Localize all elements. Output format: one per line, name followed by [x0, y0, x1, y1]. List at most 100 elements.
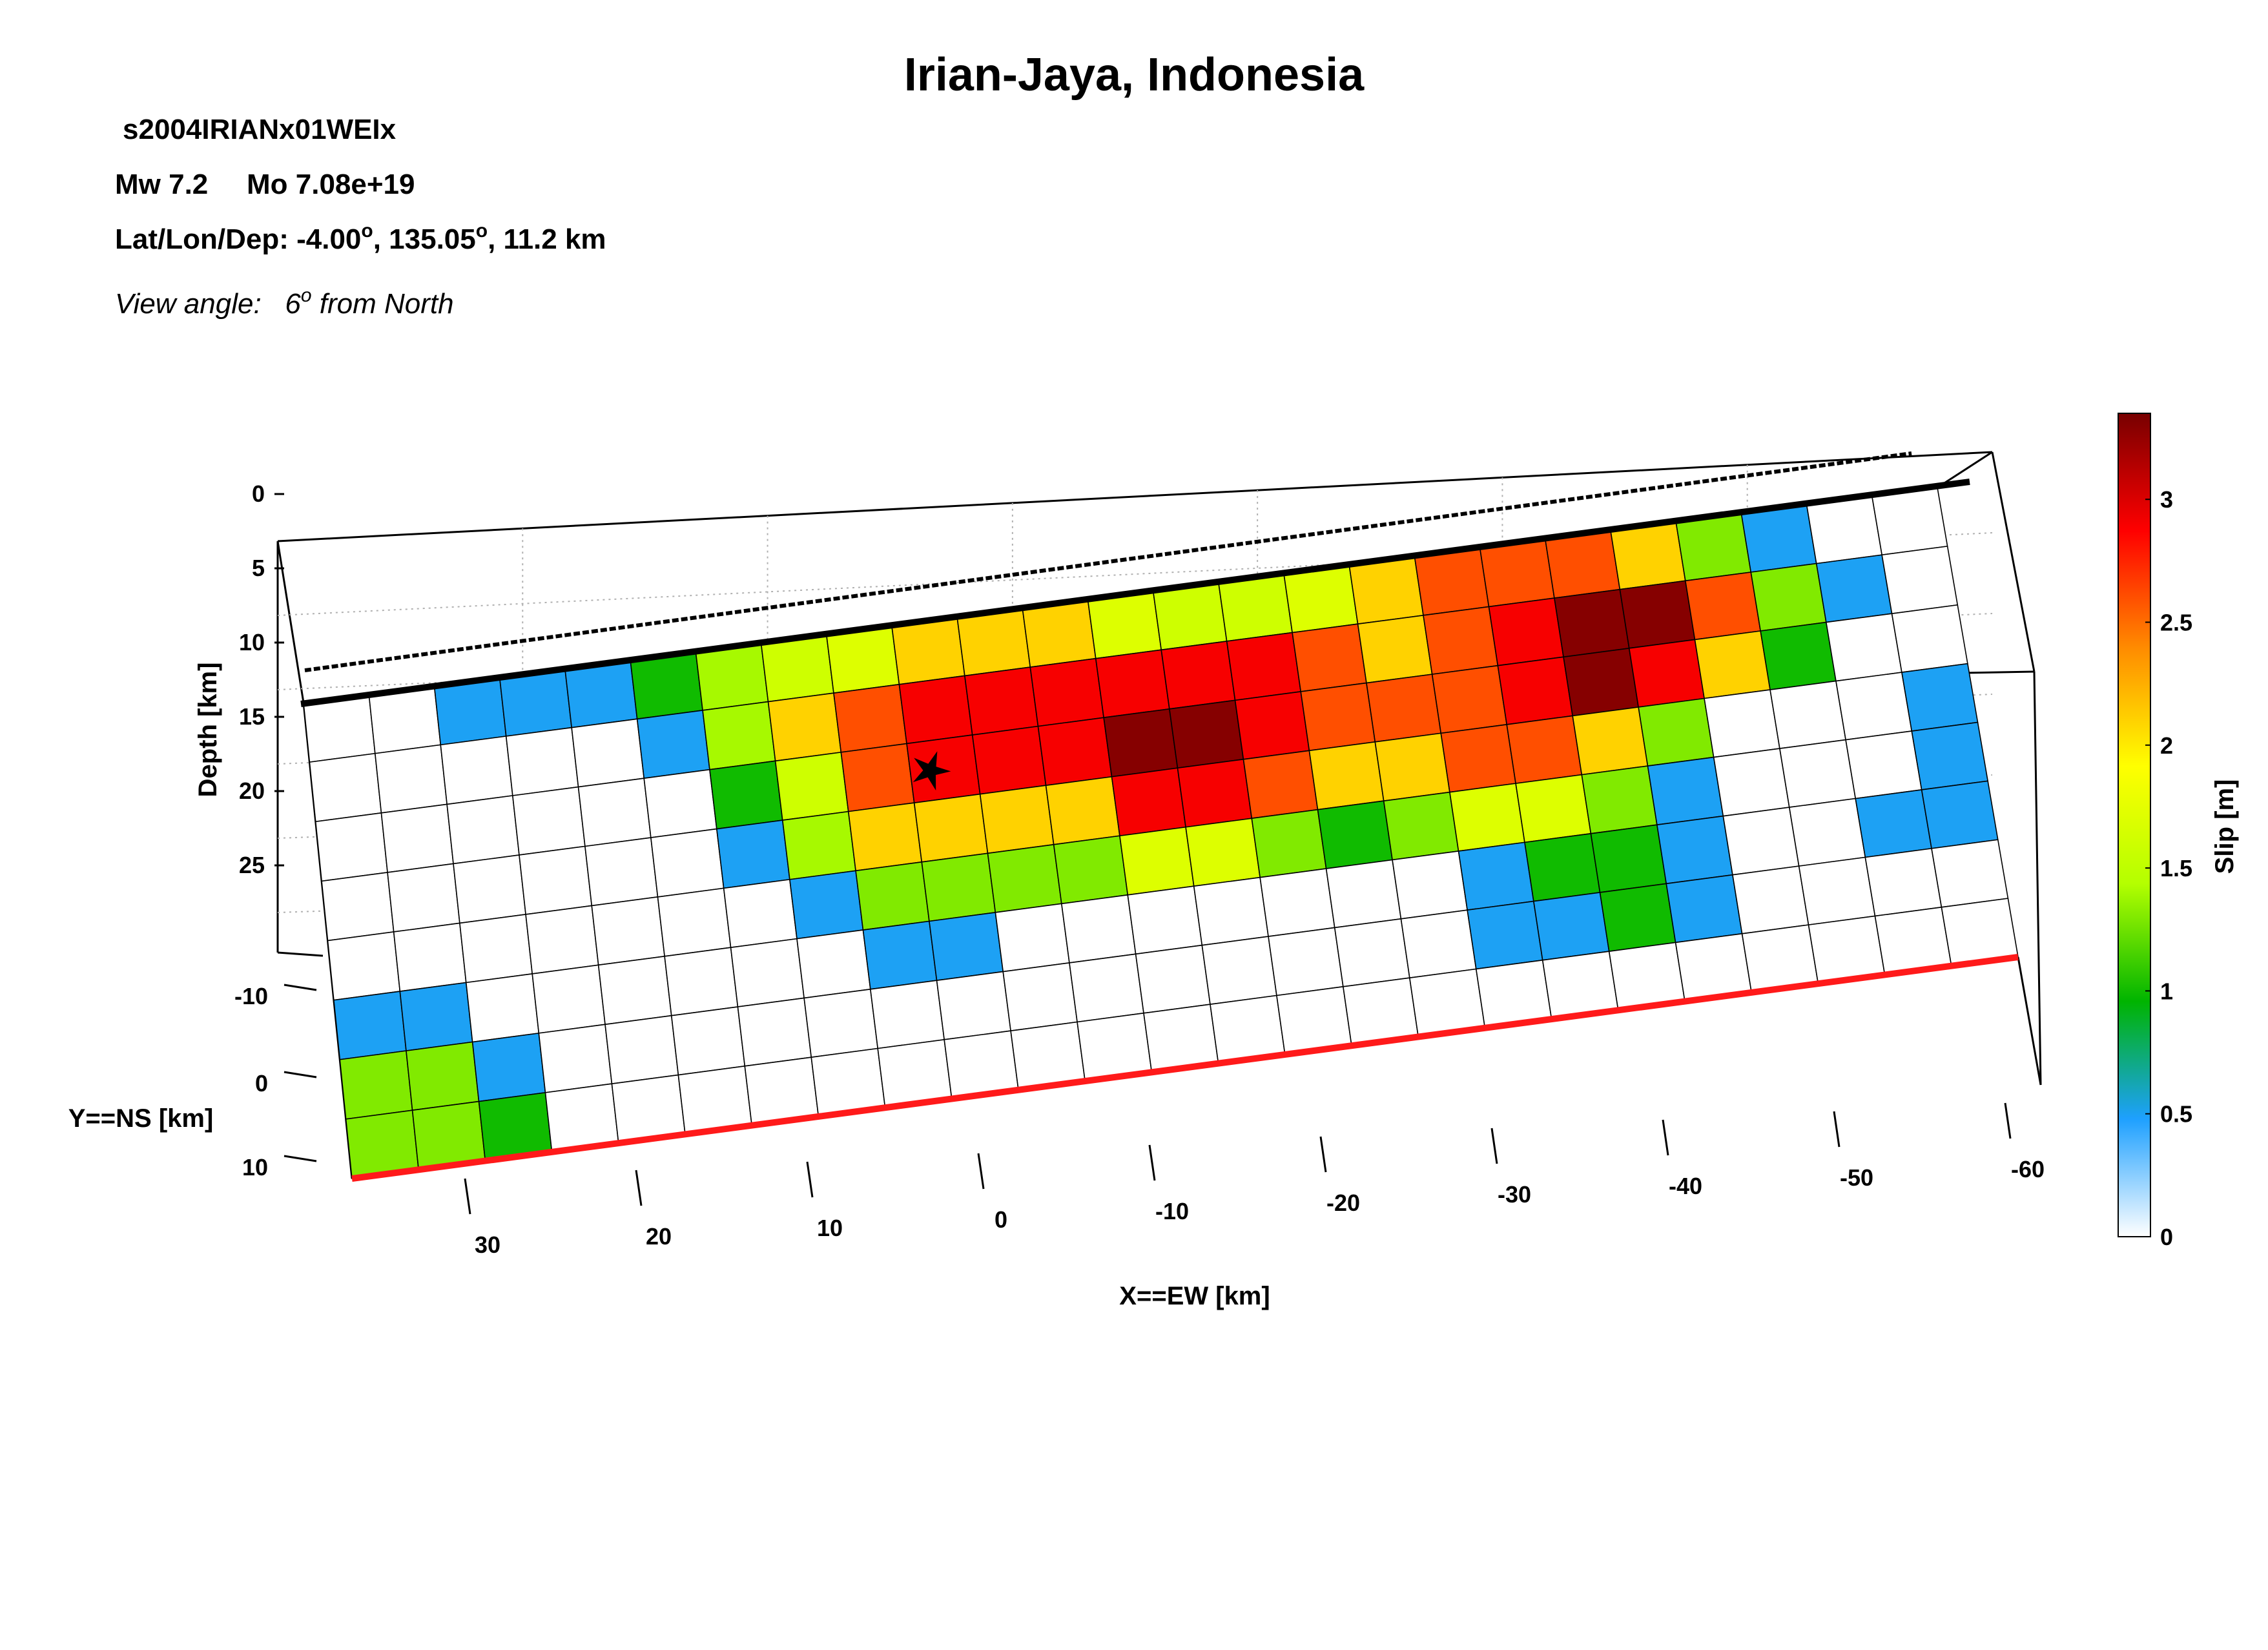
slip-cell: [767, 692, 842, 762]
slip-cell: [1788, 798, 1866, 867]
ew-tick-label: 10: [817, 1215, 843, 1241]
ew-tick: [464, 1178, 471, 1215]
slip-cell: [1201, 936, 1277, 1005]
view-angle-value: 6: [285, 288, 301, 320]
colorbar-tick-label: 0.5: [2160, 1101, 2192, 1128]
slip-cell: [650, 828, 725, 898]
slip-cell: [1610, 521, 1686, 590]
slip-cell: [1002, 962, 1078, 1032]
slip-cell: [1160, 641, 1236, 710]
chart-title: Irian-Jaya, Indonesia: [904, 49, 1365, 101]
slip-cell: [1060, 894, 1137, 964]
slip-cell: [657, 887, 732, 957]
slip-cell: [1855, 789, 1932, 858]
slip-cell: [1871, 487, 1948, 556]
slip-cell: [774, 751, 849, 821]
slip-cell: [1467, 900, 1543, 970]
slip-cell: [387, 863, 460, 933]
slip-cell: [597, 955, 672, 1026]
location-line: Lat/Lon/Dep: -4.00o, 135.05o, 11.2 km: [115, 220, 606, 255]
ew-axis: 30 20 10 0 -10 -20 -30 -40 -50 -60: [464, 1102, 2045, 1258]
slip-cell: [1806, 495, 1883, 564]
slip-cell: [1226, 632, 1302, 701]
slip-cell: [471, 1032, 546, 1102]
slip-cell: [1722, 807, 1800, 876]
slip-cell: [1053, 835, 1129, 905]
slip-cell: [1242, 750, 1319, 820]
slip-cell: [1750, 562, 1827, 632]
ns-tick: [284, 1155, 317, 1162]
slip-cell: [1647, 756, 1724, 826]
depth-axis-label: Depth [km]: [194, 663, 222, 798]
slip-cell: [1348, 555, 1424, 625]
slip-cell: [1590, 824, 1667, 893]
ew-tick: [1148, 1144, 1156, 1181]
slip-cell: [803, 988, 879, 1058]
slip-cell: [1864, 847, 1943, 917]
slip-cell: [1581, 765, 1658, 834]
hypocenter-star-icon: [912, 751, 951, 791]
slip-cell: [399, 982, 473, 1052]
depth-tick-label: 10: [239, 629, 265, 655]
colorbar-tick-label: 2: [2160, 732, 2173, 759]
slip-cell: [1029, 657, 1105, 727]
slip-cell: [1628, 639, 1705, 708]
depth-tick-label: 25: [239, 852, 265, 878]
slip-cell: [333, 991, 407, 1060]
slip-cell: [1234, 691, 1310, 760]
slip-cell: [1069, 953, 1144, 1023]
slip-cell: [525, 905, 599, 975]
slip-cell: [309, 752, 382, 823]
slip-cell: [1268, 927, 1344, 996]
location-prefix: Lat/Lon/Dep:: [115, 223, 296, 255]
colorbar-tick-label: 0: [2160, 1224, 2173, 1250]
slip-cell: [1544, 530, 1621, 599]
slip-cell: [1168, 699, 1244, 769]
slip-cell: [840, 743, 915, 812]
slip-cell: [1901, 663, 1979, 732]
slip-cell: [1423, 606, 1499, 675]
colorbar-tick-label: 2.5: [2160, 610, 2192, 636]
box-edge: [277, 451, 1993, 542]
slip-cell: [1119, 826, 1195, 896]
slip-cell: [393, 922, 467, 992]
slip-cell: [664, 947, 739, 1016]
slip-cell: [406, 1041, 480, 1111]
slip-cell: [1684, 572, 1762, 641]
ew-tick-label: 0: [995, 1206, 1007, 1233]
slip-cell: [1921, 780, 1999, 849]
slip-cell: [1317, 800, 1393, 869]
slip-cell: [327, 931, 401, 1001]
ns-axis: -10 0 10: [234, 983, 317, 1181]
slip-cell: [1704, 689, 1780, 758]
slip-cell: [1665, 874, 1743, 944]
ew-tick: [635, 1170, 643, 1206]
slip-cell: [571, 718, 645, 788]
slip-cell: [1891, 604, 1968, 673]
colorbar-ticks: 0 0.5 1 1.5 2 2.5 3: [2145, 486, 2192, 1250]
slip-cell: [1835, 672, 1913, 741]
ns-tick: [284, 984, 317, 991]
slip-cell: [459, 914, 533, 984]
slip-cell: [855, 861, 930, 931]
slip-cell: [1325, 859, 1402, 929]
slip-cell: [1374, 732, 1450, 802]
slip-cell: [1656, 815, 1733, 885]
slip-cell: [1479, 539, 1555, 608]
ns-tick-label: 0: [255, 1070, 268, 1097]
slip-cell: [796, 929, 871, 999]
slip-cell: [1845, 730, 1923, 799]
slip-cell: [1599, 883, 1676, 953]
slip-cell: [781, 810, 856, 880]
depth-tick-label: 15: [239, 703, 265, 730]
slip-cell: [670, 1006, 746, 1076]
slip-cell: [1251, 809, 1327, 878]
depth-tick-label: 0: [252, 480, 265, 507]
slip-cell: [1732, 865, 1809, 934]
slip-cell: [321, 872, 395, 942]
slip-cell: [936, 971, 1012, 1040]
slip-cell: [730, 938, 805, 1007]
slip-cell: [511, 786, 586, 856]
slip-cell: [869, 980, 945, 1049]
ew-tick: [2004, 1102, 2012, 1139]
